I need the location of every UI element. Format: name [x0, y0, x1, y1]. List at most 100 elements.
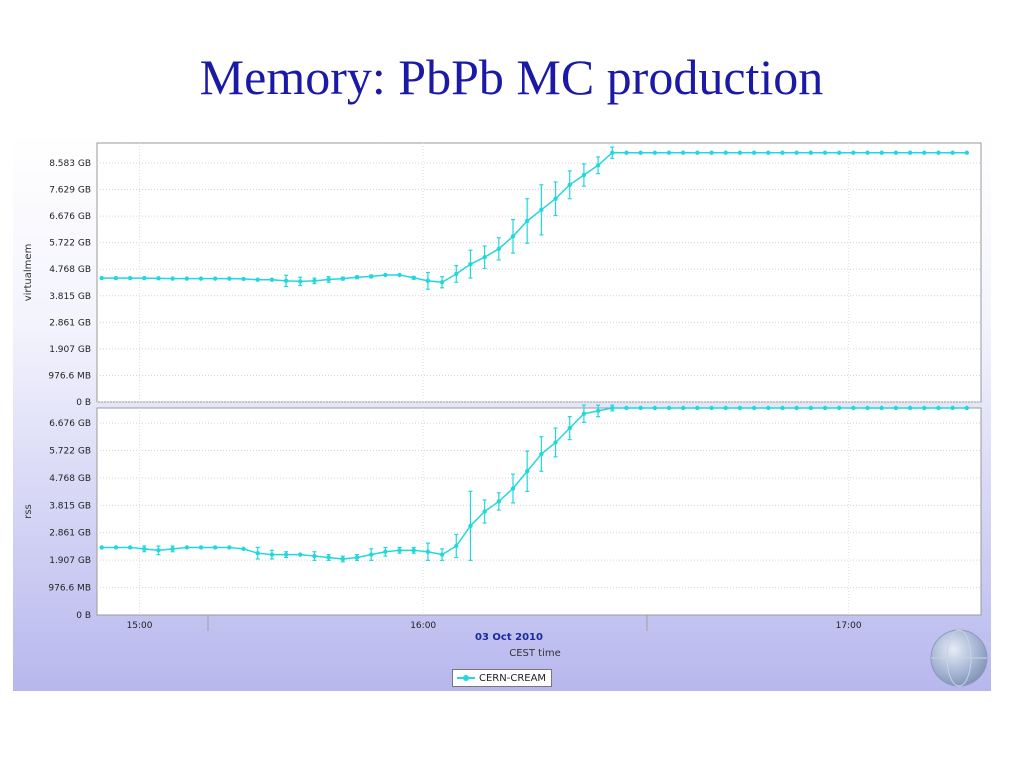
rss-data-point [680, 405, 686, 411]
rss-data-point [950, 405, 955, 411]
rss-data-point [780, 405, 785, 411]
rss-data-point [936, 405, 941, 411]
chart-area: 0 B 976.6 MB 1.907 GB 2.861 GB 3.815 GB 4.768… [13, 133, 991, 691]
virtualmem-data-point [354, 275, 360, 280]
x-tick-label: 15:00 [127, 621, 153, 631]
rss-data-point [524, 469, 530, 474]
virtualmem-data-point [780, 150, 785, 155]
rss-data-point [439, 552, 445, 557]
virtualmem-data-point [241, 276, 246, 282]
rss-data-point [482, 509, 487, 514]
virtualmem-data-point [312, 278, 317, 284]
rss-data-point [454, 543, 459, 549]
virtualmem-data-point [638, 150, 643, 155]
rss-y-tick-label: 6.676 GB [49, 419, 91, 429]
time-axis: 15:00 16:00 17:00 [97, 614, 981, 631]
virtualmem-series-line [101, 151, 967, 284]
virtualmem-data-point [936, 150, 941, 155]
virtualmem-data-point [454, 271, 459, 277]
virtualmem-data-point [227, 276, 232, 281]
rss-y-tick-label: 5.722 GB [49, 446, 91, 456]
rss-data-point [127, 545, 133, 550]
rss-data-point [113, 545, 119, 550]
rss-y-tick-label: 4.768 GB [49, 474, 91, 484]
virtualmem-data-point [113, 275, 119, 281]
rss-data-point [340, 556, 346, 562]
virtualmem-data-point [709, 150, 714, 155]
virtualmem-data-point [269, 277, 275, 282]
virtualmem-y-tick-label: 4.768 GB [49, 265, 91, 275]
rss-data-point [212, 545, 218, 550]
virtualmem-data-point [539, 207, 544, 213]
virtualmem-data-point [610, 150, 615, 155]
virtualmem-data-point [142, 275, 147, 281]
virtualmem-data-point [439, 280, 445, 285]
rss-data-point [893, 405, 899, 411]
rss-data-point [99, 545, 104, 550]
slide-title: Memory: PbPb MC production [199, 49, 824, 105]
rss-data-point [879, 405, 884, 411]
virtualmem-data-point [794, 150, 799, 155]
rss-data-point [737, 405, 743, 411]
rss-data-point [283, 552, 289, 557]
rss-y-tick-label: 2.861 GB [49, 529, 91, 539]
virtualmem-data-point [893, 150, 899, 155]
rss-data-point [227, 545, 232, 550]
rss-data-point [822, 405, 828, 411]
virtualmem-data-point [766, 150, 771, 155]
rss-data-point [865, 405, 870, 411]
rss-data-point [510, 486, 516, 491]
globe-logo [930, 629, 988, 687]
virtualmem-y-tick-label: 976.6 MB [48, 371, 91, 381]
virtualmem-data-point [383, 272, 388, 278]
rss-y-tick-label: 976.6 MB [48, 584, 91, 594]
rss-series-line [101, 407, 967, 560]
virtualmem-y-tick-label: 8.583 GB [49, 159, 91, 169]
virtualmem-data-point [411, 275, 416, 280]
rss-data-point [142, 546, 147, 552]
virtualmem-data-point [723, 150, 728, 155]
rss-data-point [411, 548, 416, 553]
x-axis-title: CEST time [509, 648, 561, 659]
virtualmem-data-point [822, 150, 828, 155]
rss-y-tick-label: 0 B [76, 611, 91, 621]
x-tick-label: 16:00 [410, 621, 436, 631]
virtualmem-y-tick-label: 0 B [76, 398, 91, 408]
rss-data-point [184, 545, 190, 550]
rss-data-point [695, 405, 700, 411]
virtualmem-data-point [298, 279, 303, 284]
virtualmem-y-tick-label: 7.629 GB [49, 186, 91, 196]
rss-data-point [709, 405, 714, 411]
virtualmem-y-tick-label: 3.815 GB [49, 292, 91, 302]
rss-data-point [964, 405, 970, 411]
legend-label: CERN-CREAM [479, 672, 547, 684]
virtualmem-data-point [879, 150, 884, 155]
rss-y-axis-label: rss [23, 504, 34, 519]
rss-data-point [397, 548, 402, 553]
virtualmem-data-point [553, 196, 558, 201]
virtualmem-data-point [751, 150, 757, 155]
virtualmem-data-point [836, 150, 842, 155]
rss-data-point [269, 552, 275, 557]
rss-plot-frame [96, 407, 982, 616]
virtualmem-data-point [595, 163, 601, 168]
virtualmem-data-point [184, 276, 190, 281]
rss-data-point [666, 405, 672, 411]
rss-data-point [539, 451, 544, 457]
virtualmem-data-point [99, 275, 104, 281]
rss-y-tick-label: 3.815 GB [49, 501, 91, 511]
virtualmem-data-point [468, 261, 473, 267]
virtualmem-data-point [212, 276, 218, 281]
virtualmem-data-point [737, 150, 743, 155]
virtualmem-data-point [922, 150, 927, 155]
virtualmem-data-point [652, 150, 658, 155]
virtualmem-data-point [581, 172, 587, 178]
legend-swatch [457, 673, 475, 683]
virtualmem-y-tick-label: 1.907 GB [49, 345, 91, 355]
rss-data-point [425, 549, 431, 554]
rss-data-point [751, 405, 757, 411]
virtualmem-data-point [397, 272, 402, 278]
rss-data-point [312, 553, 317, 559]
virtualmem-data-point [510, 234, 516, 239]
rss-data-point [836, 405, 842, 411]
